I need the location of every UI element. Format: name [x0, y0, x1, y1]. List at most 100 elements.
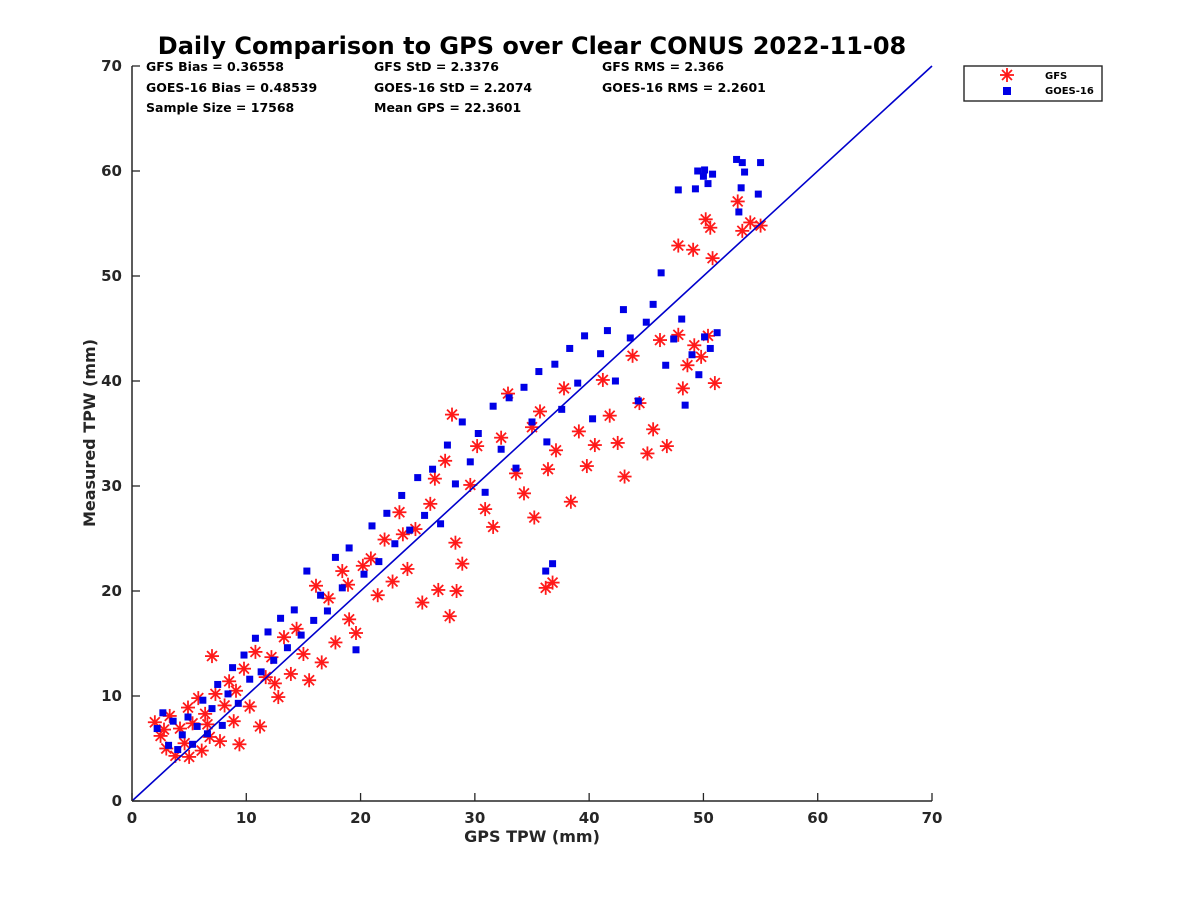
gfs-point	[253, 719, 267, 734]
goes16-point	[246, 675, 254, 683]
goes16-point	[437, 520, 445, 528]
gfs-point	[517, 486, 531, 501]
stat-goes16-bias: GOES-16 Bias = 0.48539	[146, 80, 317, 95]
gfs-point	[587, 438, 602, 453]
goes16-point	[681, 401, 689, 409]
gfs-point	[625, 348, 640, 363]
goes16-point	[264, 628, 272, 636]
y-tick-label: 60	[101, 162, 122, 180]
goes16-point	[691, 185, 699, 193]
goes16-point	[240, 651, 248, 659]
x-tick-label: 20	[350, 809, 371, 827]
goes16-point	[360, 570, 368, 578]
gfs-point	[705, 251, 720, 266]
gfs-point	[579, 459, 594, 474]
series-gfs	[147, 194, 768, 764]
gfs-point	[277, 630, 291, 645]
gfs-point	[427, 471, 442, 486]
goes16-point	[741, 168, 749, 176]
goes16-point	[737, 184, 745, 192]
gfs-point	[541, 462, 555, 477]
goes16-point	[634, 397, 642, 405]
gfs-point	[640, 446, 655, 461]
goes16-point	[458, 418, 466, 426]
stat-gfs-bias: GFS Bias = 0.36558	[146, 59, 284, 74]
legend-box	[963, 65, 1103, 102]
legend-gfs-label: GFS	[1045, 71, 1067, 82]
goes16-point	[738, 159, 746, 167]
gfs-point	[321, 591, 336, 606]
goes16-point	[551, 360, 559, 368]
goes16-point	[277, 614, 285, 622]
gfs-point	[549, 443, 563, 458]
gfs-point	[309, 578, 323, 593]
goes16-point	[735, 208, 743, 216]
goes16-point	[581, 332, 589, 340]
x-axis-label: GPS TPW (mm)	[464, 827, 600, 846]
goes16-point	[421, 511, 429, 519]
x-tick-label: 10	[236, 809, 257, 827]
goes16-point	[368, 522, 376, 530]
goes16-point	[383, 509, 391, 517]
goes16-point	[512, 464, 520, 472]
goes16-point	[174, 746, 182, 754]
goes16-point	[619, 306, 627, 314]
gfs-point	[271, 690, 286, 705]
gfs-point	[686, 242, 701, 257]
gfs-point	[680, 358, 695, 373]
goes16-point	[574, 379, 582, 387]
plot-area: 0 10 20 30 40 50 60 70 0 10 20 30 40 50 60 70	[101, 57, 942, 827]
y-tick-label: 0	[112, 792, 122, 810]
gfs-point	[438, 453, 453, 468]
goes16-point	[757, 159, 765, 167]
goes16-point	[603, 327, 611, 335]
gfs-point	[445, 407, 459, 422]
gfs-point	[557, 381, 571, 396]
stat-goes16-std: GOES-16 StD = 2.2074	[374, 80, 532, 95]
gfs-point	[431, 582, 446, 597]
goes16-point	[208, 705, 216, 713]
gfs-point	[533, 404, 547, 419]
goes16-point	[297, 631, 305, 639]
gfs-point	[328, 635, 343, 650]
gfs-point	[182, 749, 197, 764]
gfs-point	[205, 649, 219, 664]
goes16-point	[398, 491, 406, 499]
gfs-point	[237, 661, 251, 676]
stat-mean-gps: Mean GPS = 22.3601	[374, 100, 521, 115]
x-tick-label: 50	[693, 809, 714, 827]
goes16-point	[391, 540, 399, 548]
gfs-point	[527, 510, 542, 525]
goes16-point	[178, 731, 186, 739]
gfs-point	[743, 215, 758, 230]
goes16-point	[283, 644, 291, 652]
y-ticks: 0 10 20 30 40 50 60 70	[101, 57, 140, 810]
gfs-point	[349, 626, 363, 640]
goes16-point	[184, 713, 192, 721]
goes16-point	[193, 722, 201, 730]
gfs-point	[198, 706, 213, 721]
gfs-point	[687, 338, 702, 353]
gfs-point	[753, 218, 768, 233]
gfs-point	[646, 422, 661, 437]
goes16-point	[670, 335, 678, 343]
gfs-point	[595, 372, 610, 387]
goes16-point	[310, 616, 318, 624]
gfs-point	[335, 564, 350, 579]
goes16-point	[489, 402, 497, 410]
reference-line-1-to-1	[131, 65, 933, 802]
goes16-point	[709, 170, 717, 178]
gfs-point	[222, 674, 237, 689]
gfs-point	[194, 743, 209, 758]
gfs-point	[610, 435, 625, 450]
gfs-point	[653, 333, 667, 348]
goes16-point	[224, 690, 232, 698]
gfs-point	[213, 734, 227, 749]
stats-block: GFS Bias = 0.36558 GFS StD = 2.3376 GFS …	[146, 59, 766, 115]
gfs-point	[267, 676, 282, 691]
x-tick-label: 0	[127, 809, 137, 827]
goes16-point	[251, 634, 259, 642]
series-goes16	[153, 155, 765, 754]
goes16-point	[406, 526, 414, 534]
